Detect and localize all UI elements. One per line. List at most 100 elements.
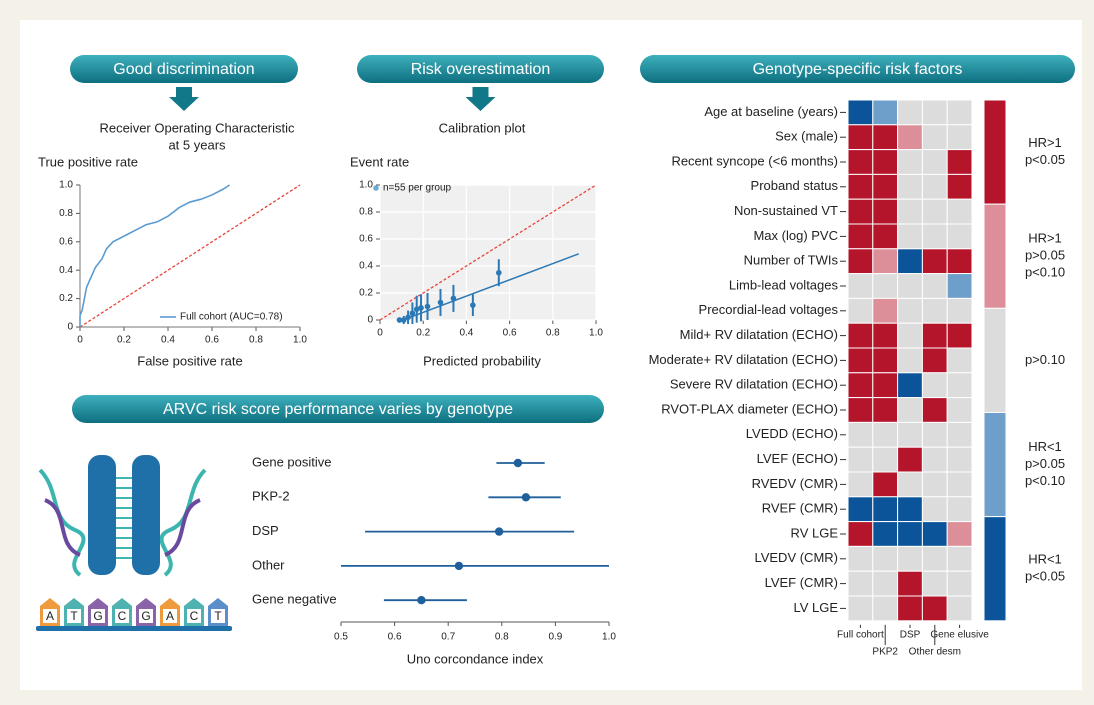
heatmap-cell xyxy=(921,372,948,399)
row-label: Sex (male) xyxy=(775,129,838,144)
heatmap-cell xyxy=(921,248,948,275)
point xyxy=(418,305,424,311)
heatmap-cell xyxy=(897,173,923,200)
point xyxy=(400,317,407,323)
heatmap-cell xyxy=(897,471,923,498)
legend-label: HR>1 xyxy=(1028,231,1062,246)
x-tick-label: 0.6 xyxy=(388,632,402,643)
x-tick-label: 0.6 xyxy=(503,328,517,339)
heatmap-cell xyxy=(897,446,923,473)
point xyxy=(450,295,457,302)
heatmap-cell xyxy=(897,273,923,299)
legend-label: HR<1 xyxy=(1028,439,1062,454)
y-tick-label: 0.6 xyxy=(359,234,373,245)
heatmap-cell xyxy=(847,446,874,473)
reference-line xyxy=(79,184,301,328)
point-estimate xyxy=(513,458,523,468)
heatmap-cell xyxy=(946,521,973,547)
heatmap-cell xyxy=(946,421,973,448)
heatmap-cell xyxy=(946,595,973,622)
heatmap-cell xyxy=(921,322,948,349)
desmosome-illustration xyxy=(38,455,207,577)
legend-label: p>0.05 xyxy=(1025,456,1065,471)
heatmap-cell xyxy=(847,149,874,175)
row-label: Age at baseline (years) xyxy=(704,104,838,119)
base-letter: G xyxy=(141,609,150,623)
legend-label: n=55 per group xyxy=(383,183,452,194)
row-label: Moderate+ RV dilatation (ECHO) xyxy=(649,352,838,367)
legend-label: p<0.05 xyxy=(1025,569,1065,584)
heatmap-cell xyxy=(847,99,874,126)
arrow xyxy=(169,87,199,111)
heatmap-cell xyxy=(921,149,948,175)
row-label: LVEDD (ECHO) xyxy=(746,426,838,441)
x-tick-label: 0.2 xyxy=(117,335,131,346)
heatmap-cell xyxy=(921,397,948,423)
x-tick-label: 1.0 xyxy=(602,632,616,643)
base-letter: T xyxy=(214,609,222,623)
heatmap-cell xyxy=(897,223,923,250)
heatmap-cell xyxy=(946,545,973,572)
point xyxy=(437,299,444,306)
x-tick-label: 0.6 xyxy=(205,335,219,346)
heatmap-cell xyxy=(921,273,948,299)
y-axis-label: Event rate xyxy=(350,154,409,169)
y-tick-label: 0 xyxy=(67,322,73,333)
heatmap-cell xyxy=(872,273,899,299)
point-estimate xyxy=(494,527,504,536)
heatmap-cell xyxy=(847,297,874,324)
y-tick-label: 1.0 xyxy=(59,180,73,191)
legend-swatch xyxy=(983,516,1007,622)
row-label: Severe RV dilatation (ECHO) xyxy=(670,377,838,392)
heatmap-cell xyxy=(847,545,874,572)
heatmap-cell xyxy=(897,297,923,324)
heatmap-cell xyxy=(872,322,899,349)
category-label: Gene positive xyxy=(252,454,332,469)
heatmap-cell xyxy=(847,198,874,225)
heatmap-cell xyxy=(946,570,973,597)
heatmap-cell xyxy=(946,347,973,374)
x-tick-label: 0.9 xyxy=(548,632,562,643)
category-label: PKP-2 xyxy=(252,489,290,504)
heatmap-cell xyxy=(872,446,899,473)
legend-swatch xyxy=(373,185,379,191)
x-tick-label: 1.0 xyxy=(293,335,307,346)
base-letter: A xyxy=(46,609,54,623)
heatmap-cell xyxy=(872,496,899,523)
heatmap-cell xyxy=(897,322,923,349)
heatmap-cell xyxy=(921,446,948,473)
heatmap-cell xyxy=(897,595,923,622)
heatmap-cell xyxy=(872,223,899,250)
banner-title: Risk overestimation xyxy=(411,61,551,78)
y-tick-label: 0.8 xyxy=(359,207,373,218)
y-tick-label: 0.2 xyxy=(359,288,373,299)
heatmap-cell xyxy=(946,173,973,200)
heatmap-cell xyxy=(946,198,973,225)
point xyxy=(409,310,416,317)
row-label: Precordial-lead voltages xyxy=(699,302,839,317)
base-box xyxy=(211,609,225,623)
y-tick-label: 0.2 xyxy=(59,293,73,304)
heatmap-cell xyxy=(897,99,923,126)
heatmap-cell xyxy=(872,173,899,200)
row-label: Limb-lead voltages xyxy=(729,277,839,292)
arrow xyxy=(465,87,496,111)
x-axis-label: Uno corcondance index xyxy=(407,651,544,666)
heatmap-cell xyxy=(946,496,973,523)
point xyxy=(470,302,476,308)
y-tick-label: 0.6 xyxy=(59,236,73,247)
row-label: RVEF (CMR) xyxy=(762,501,838,516)
legend-swatch xyxy=(983,99,1007,205)
base-letter: G xyxy=(93,609,102,623)
heatmap-cell xyxy=(946,446,973,473)
point-estimate xyxy=(417,596,426,605)
heatmap-cell xyxy=(872,545,899,572)
heatmap-cell xyxy=(872,248,899,275)
row-label: Non-sustained VT xyxy=(734,203,838,218)
x-tick-label: 0 xyxy=(377,328,383,339)
legend-label: Full cohort (AUC=0.78) xyxy=(180,312,283,323)
row-label: Max (log) PVC xyxy=(753,228,838,243)
legend-swatch xyxy=(983,411,1007,518)
row-label: LVEF (ECHO) xyxy=(757,451,838,466)
